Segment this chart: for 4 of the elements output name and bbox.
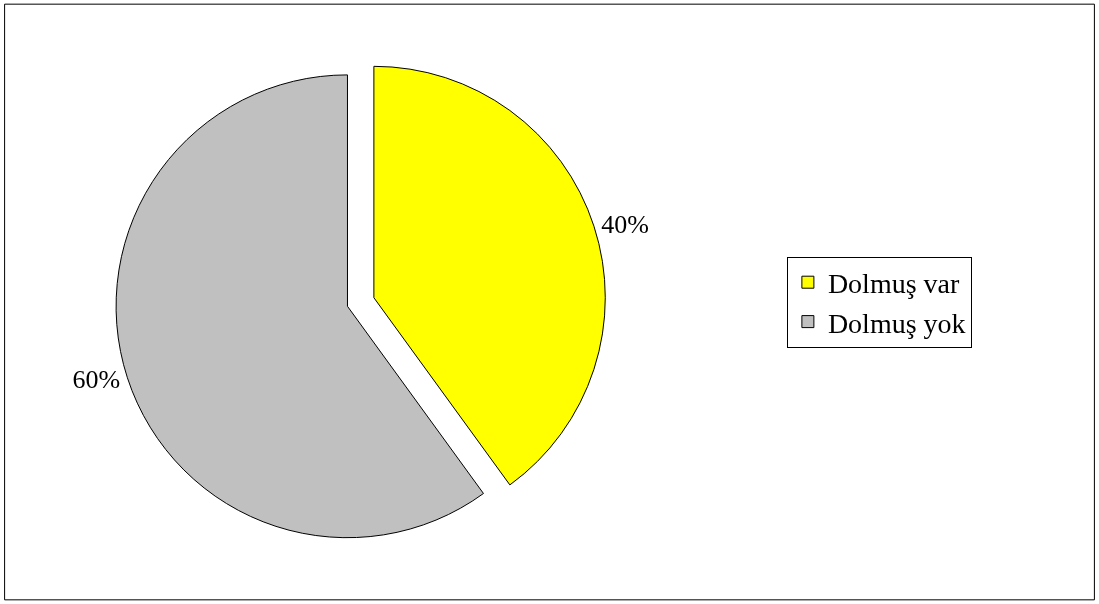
- legend-label: Dolmuş var: [827, 268, 960, 300]
- data-label: 60%: [72, 364, 121, 394]
- data-label: 40%: [601, 210, 649, 240]
- legend-label: Dolmuş yok: [827, 307, 966, 339]
